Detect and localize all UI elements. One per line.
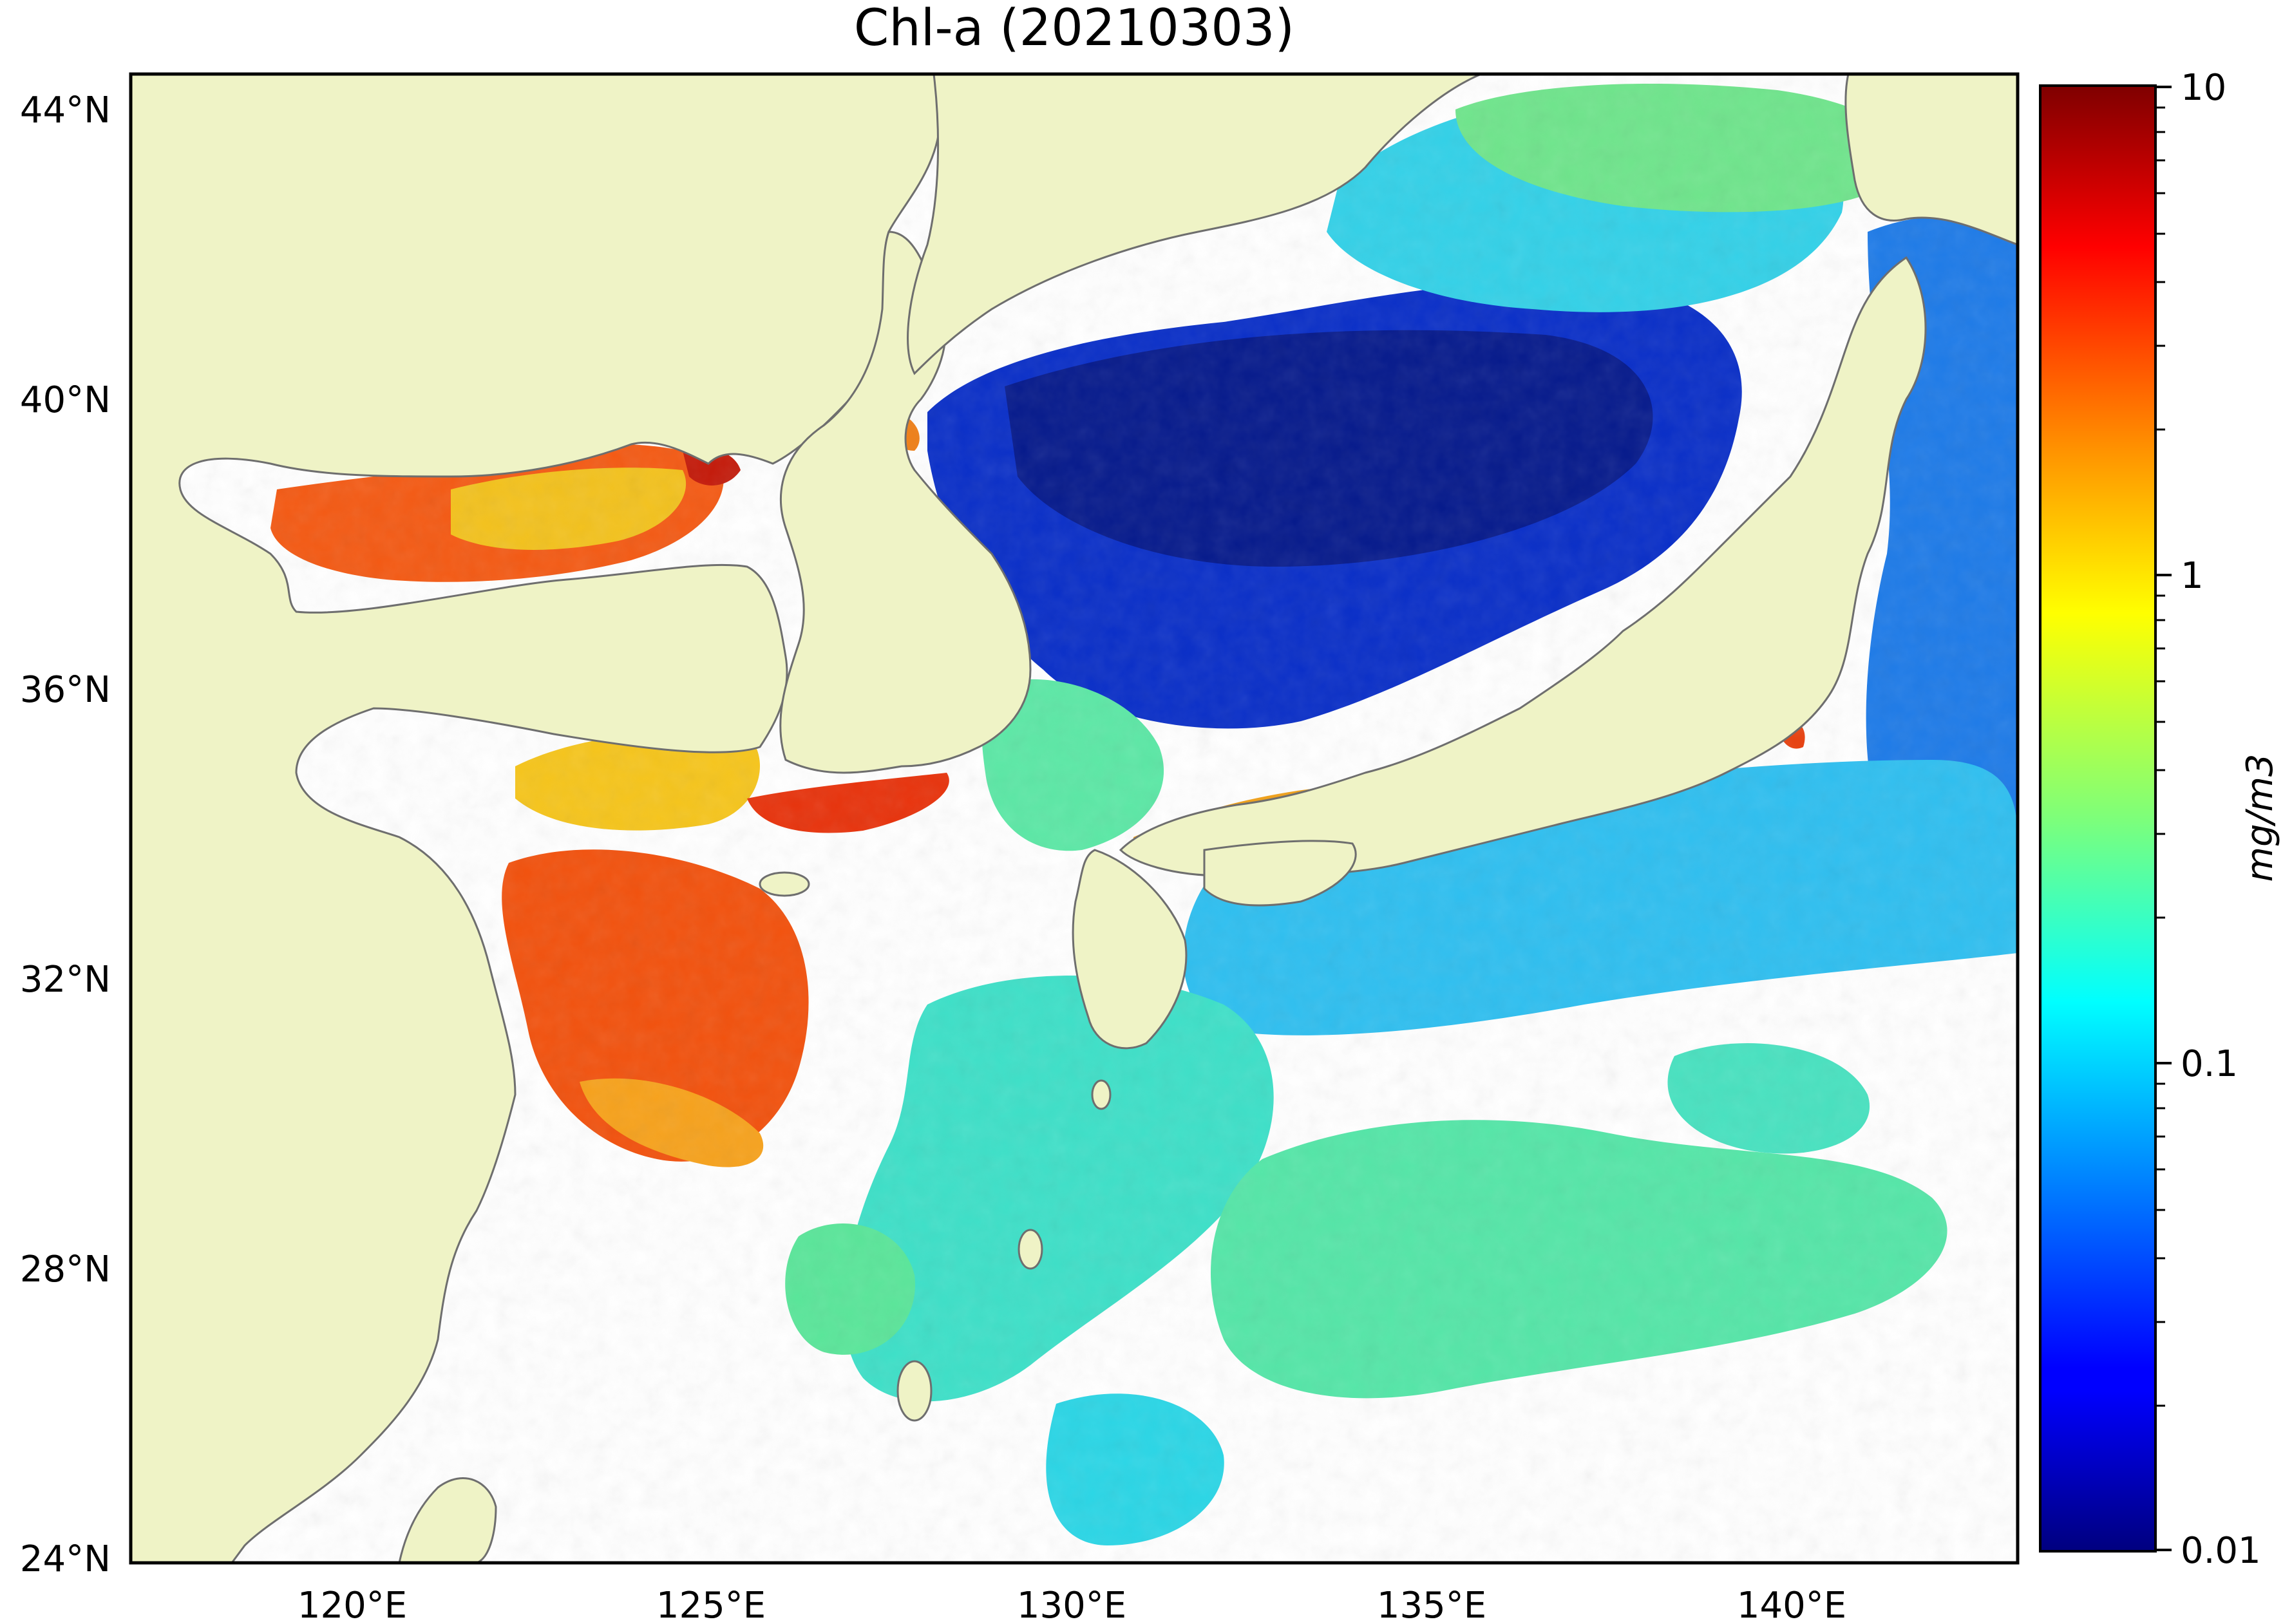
- cb-tick-10: 10: [2181, 67, 2226, 109]
- okinawa-island: [896, 1360, 933, 1422]
- china-mainland: [131, 74, 942, 1563]
- colorbar-gradient: [2039, 84, 2157, 1553]
- lon-tick-140: 140°E: [1737, 1585, 1846, 1624]
- kyushu: [1072, 849, 1188, 1050]
- lon-tick-125: 125°E: [656, 1585, 766, 1624]
- north-coast: [907, 74, 1482, 375]
- lat-tick-32: 32°N: [20, 959, 111, 1001]
- map-frame: [129, 72, 2020, 1565]
- land: [131, 74, 2018, 1563]
- map-title: Chl-a (20210303): [854, 0, 1294, 57]
- lon-tick-135: 135°E: [1377, 1585, 1486, 1624]
- korea-peninsula: [779, 231, 1032, 774]
- cb-tick-0.01: 0.01: [2181, 1530, 2261, 1572]
- lat-tick-44: 44°N: [20, 90, 111, 131]
- lat-tick-40: 40°N: [20, 379, 111, 421]
- hokkaido: [1844, 74, 2018, 246]
- map-area: [131, 74, 2018, 1563]
- lon-tick-120: 120°E: [298, 1585, 407, 1624]
- latitude-axis: 44°N 40°N 36°N 32°N 28°N 24°N: [20, 90, 111, 1580]
- amami-island: [1018, 1229, 1043, 1270]
- jeju-island: [759, 871, 810, 897]
- colorbar-label: mg/m3: [2239, 753, 2281, 882]
- cb-tick-0.1: 0.1: [2181, 1043, 2238, 1085]
- shikoku: [1203, 840, 1357, 907]
- honshu: [1119, 256, 1927, 877]
- longitude-axis: 120°E 125°E 130°E 135°E 140°E: [298, 1585, 1846, 1624]
- cb-tick-1: 1: [2181, 555, 2204, 597]
- small-island: [1091, 1079, 1112, 1110]
- lon-tick-130: 130°E: [1017, 1585, 1126, 1624]
- colorbar-minor-ticks: [2155, 106, 2165, 1407]
- lat-tick-36: 36°N: [20, 669, 111, 711]
- colorbar: 10 1 0.1 0.01 mg/m3: [2039, 67, 2281, 1572]
- lat-tick-28: 28°N: [20, 1249, 111, 1290]
- colorbar-major-ticks: [2155, 86, 2172, 1551]
- chlorophyll-field: [131, 74, 2018, 1563]
- colorbar-tick-labels: 10 1 0.1 0.01: [2181, 67, 2261, 1572]
- lat-tick-24: 24°N: [20, 1538, 111, 1580]
- taiwan: [398, 1477, 497, 1563]
